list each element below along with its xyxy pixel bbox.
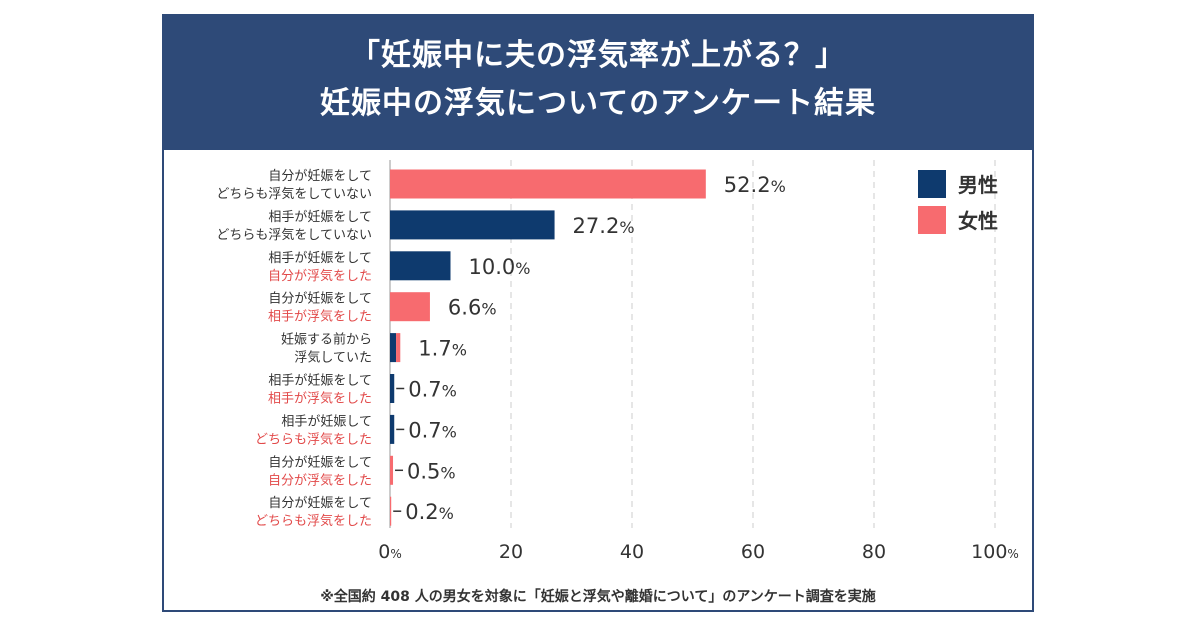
value-label: 10.0% (469, 255, 531, 279)
category-label-line2: 相手が浮気をした (268, 391, 372, 407)
bar-male (390, 333, 397, 363)
category-label-line2: どちらも浮気をした (255, 513, 372, 529)
category-label-line2: 相手が浮気をした (268, 309, 372, 325)
category-label-line2: 浮気していた (294, 350, 372, 366)
value-label: 1.7% (418, 337, 467, 361)
legend-label: 女性 (958, 209, 998, 233)
category-label-line1: 相手が妊娠をして (268, 251, 372, 266)
bar-female (390, 496, 392, 526)
category-label-line2: 自分が浮気をした (268, 472, 372, 488)
x-tick-label: 0% (378, 541, 402, 563)
value-label: 0.7% (408, 378, 457, 402)
value-label: 0.7% (408, 418, 457, 442)
value-label: 0.5% (407, 459, 456, 483)
bar-male (390, 210, 555, 240)
x-tick-label: 60 (741, 541, 765, 563)
legend-label: 男性 (958, 173, 998, 197)
x-tick-label: 80 (862, 541, 886, 563)
category-label-line1: 相手が妊娠して (281, 414, 372, 429)
bar-male (390, 374, 395, 403)
legend-swatch (918, 206, 946, 234)
infographic-card: 「妊娠中に夫の浮気率が上がる？」 妊娠中の浮気についてのアンケート結果 ※全国約… (162, 14, 1034, 612)
category-label-line1: 自分が妊娠をして (268, 496, 372, 511)
title-line-2: 妊娠中の浮気についてのアンケート結果 (320, 86, 876, 121)
category-label-line1: 妊娠する前から (281, 332, 372, 348)
value-label: 6.6% (448, 296, 497, 320)
category-label-line1: 相手が妊娠をして (268, 210, 372, 225)
legend-swatch (918, 170, 946, 198)
category-label-line2: どちらも浮気をしていない (216, 227, 372, 243)
bar-male (390, 414, 395, 444)
category-label-line1: 相手が妊娠をして (268, 374, 372, 389)
header-banner: 「妊娠中に夫の浮気率が上がる？」 妊娠中の浮気についてのアンケート結果 (164, 16, 1032, 150)
bar-female (390, 169, 706, 199)
value-label: 52.2% (724, 173, 786, 197)
footnote: ※全国約 408 人の男女を対象に「妊娠と浮気や離婚について」のアンケート調査を… (320, 589, 876, 605)
category-label-line1: 自分が妊娠をして (268, 292, 372, 307)
value-label: 0.2% (405, 500, 454, 524)
category-label-line1: 自分が妊娠をして (268, 455, 372, 470)
x-tick-label: 20 (499, 541, 523, 563)
bar-female (390, 292, 430, 322)
bar-female (396, 333, 401, 363)
value-label: 27.2% (573, 214, 635, 238)
category-label-line2: どちらも浮気をした (255, 431, 372, 447)
category-label-line2: どちらも浮気をしていない (216, 186, 372, 202)
bar-male (390, 251, 451, 281)
category-label-line1: 自分が妊娠をして (268, 169, 372, 184)
category-label-line2: 自分が浮気をした (268, 268, 372, 284)
x-tick-label: 100% (971, 541, 1019, 563)
x-tick-label: 40 (620, 541, 644, 563)
bar-female (390, 455, 394, 485)
title-line-1: 「妊娠中に夫の浮気率が上がる？」 (350, 38, 846, 73)
